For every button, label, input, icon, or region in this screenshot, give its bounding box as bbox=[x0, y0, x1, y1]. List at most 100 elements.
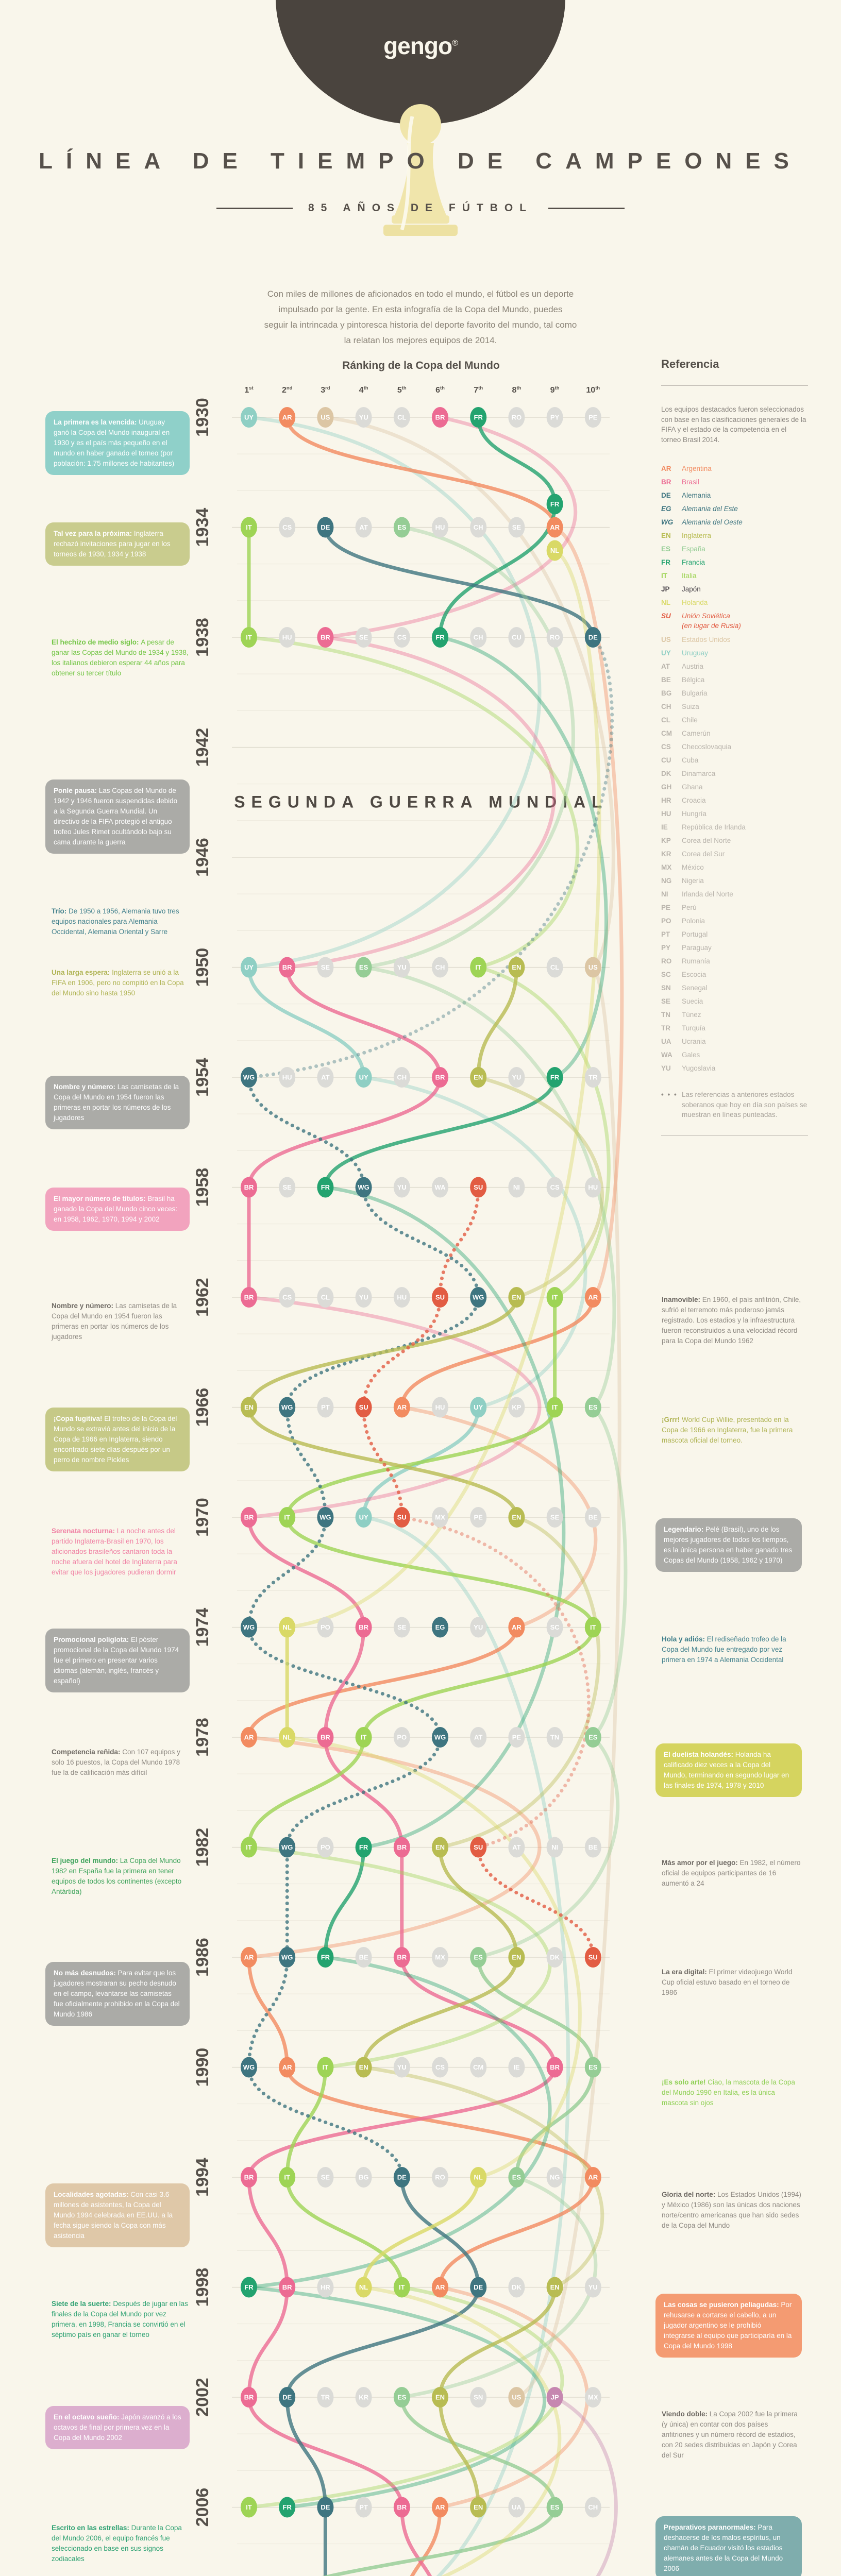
legend-entry-name: Alemania bbox=[682, 492, 711, 499]
legend-entry-code: EG bbox=[661, 505, 671, 513]
legend-entry: SU Unión Soviética (en lugar de Rusia) bbox=[661, 609, 808, 633]
team-node-label-TR: TR bbox=[588, 1074, 598, 1081]
team-node-label-CL: CL bbox=[397, 414, 406, 421]
legend-entry: PY Paraguay bbox=[661, 941, 808, 955]
team-node-SU bbox=[470, 1837, 487, 1858]
callout-left-1938: El hechizo de medio siglo: A pesar de ga… bbox=[45, 637, 190, 679]
legend-entry-name: Francia bbox=[682, 558, 705, 566]
legend-entry-code: PE bbox=[661, 904, 671, 911]
legend-entry: BR Brasil bbox=[661, 476, 808, 489]
team-node-AR bbox=[432, 2497, 448, 2518]
team-node-KR bbox=[355, 2387, 372, 2408]
team-node-label-EN: EN bbox=[512, 1294, 521, 1301]
team-node-PE bbox=[470, 1507, 487, 1528]
legend-entry-name: Portugal bbox=[682, 930, 708, 938]
year-label: 1954 bbox=[193, 1058, 212, 1097]
team-line-argentina bbox=[285, 2065, 595, 2179]
team-node-IT bbox=[241, 1837, 257, 1858]
legend-entry: SE Suecia bbox=[661, 995, 808, 1008]
callout-body: Las Copas del Mundo de 1942 y 1946 fuero… bbox=[54, 786, 178, 846]
team-node-EN bbox=[432, 2387, 448, 2408]
team-node-label-BR: BR bbox=[435, 414, 445, 421]
legend-entry-name: Alemania del Oeste bbox=[682, 518, 743, 526]
callout-body: Después de jugar en las finales de la Co… bbox=[52, 2299, 188, 2338]
team-node-label-SU: SU bbox=[397, 1514, 407, 1521]
callout-title: ¡Es solo arte! bbox=[662, 2078, 708, 2086]
legend-entry: CH Suiza bbox=[661, 700, 808, 714]
legend-entry-code: DK bbox=[661, 770, 671, 777]
team-node-IT bbox=[546, 1287, 563, 1308]
team-node-NL bbox=[355, 2277, 372, 2298]
year-label: 1938 bbox=[193, 618, 212, 657]
callout-title: Tal vez para la próxima: bbox=[54, 529, 134, 537]
team-node-ES bbox=[584, 1727, 601, 1748]
legend-entry-code: IE bbox=[661, 823, 668, 831]
legend-entry: SC Escocia bbox=[661, 968, 808, 981]
team-node-DE bbox=[393, 2167, 410, 2188]
callout-body: De 1950 a 1956, Alemania tuvo tres equip… bbox=[52, 907, 179, 936]
team-node-CH bbox=[470, 517, 487, 538]
team-node-DK bbox=[546, 1947, 563, 1968]
team-node-label-HU: HU bbox=[435, 1403, 445, 1411]
team-node-WG bbox=[355, 1177, 372, 1198]
team-line-england bbox=[247, 1405, 518, 1519]
team-node-label-BR: BR bbox=[244, 2174, 254, 2181]
callout-body: A pesar de ganar las Copas del Mundo de … bbox=[52, 638, 189, 677]
legend-entry-code: KP bbox=[661, 837, 671, 844]
team-node-label-PE: PE bbox=[588, 414, 598, 421]
team-line-germany bbox=[247, 1515, 327, 1629]
team-line-italy bbox=[285, 2065, 327, 2179]
legend-entry: ES España bbox=[661, 543, 808, 556]
year-label: 1990 bbox=[193, 2048, 212, 2087]
legend-entry: WG Alemania del Oeste bbox=[661, 516, 808, 529]
legend-entry-name: Rumanía bbox=[682, 957, 710, 965]
team-node-PO bbox=[393, 1727, 410, 1748]
legend-entry: MX México bbox=[661, 861, 808, 874]
team-node-AR bbox=[432, 2277, 448, 2298]
team-node-label-WG: WG bbox=[358, 1183, 369, 1191]
callout-body: Las camisetas de la Copa del Mundo en 19… bbox=[52, 1302, 177, 1341]
team-node-SE bbox=[317, 957, 334, 978]
team-node-label-WG: WG bbox=[473, 1294, 484, 1301]
callout-body: Inglaterra se unió a la FIFA en 1906, pe… bbox=[52, 968, 184, 997]
legend-entry: EG Alemania del Este bbox=[661, 502, 808, 516]
team-node-label-WG: WG bbox=[434, 1734, 446, 1741]
team-node-label-FR: FR bbox=[474, 414, 483, 421]
team-node-JP bbox=[546, 2387, 563, 2408]
team-line-germany bbox=[285, 1405, 327, 1519]
callout-body: Inglaterra rechazó invitaciones para jug… bbox=[54, 529, 171, 558]
legend-entry-code: EN bbox=[661, 532, 671, 539]
team-node-label-AR: AR bbox=[588, 2174, 598, 2181]
callout-title: Legendario: bbox=[664, 1526, 706, 1533]
team-node-CS bbox=[546, 1177, 563, 1198]
team-node-UA bbox=[508, 2497, 525, 2518]
callout-body: Uruguay ganó la Copa del Mundo inaugural… bbox=[54, 418, 175, 467]
team-node-UY bbox=[241, 957, 257, 978]
team-line-spain bbox=[362, 526, 575, 969]
legend-entry-code: SE bbox=[661, 997, 671, 1005]
legend-entry-name: Uruguay bbox=[682, 649, 709, 657]
team-node-MX bbox=[584, 2387, 601, 2408]
team-node-ES bbox=[393, 2387, 410, 2408]
team-node-label-EN: EN bbox=[512, 1954, 521, 1961]
team-node-label-CS: CS bbox=[550, 1183, 560, 1191]
team-node-label-UA: UA bbox=[512, 2503, 522, 2511]
team-node-label-BR: BR bbox=[359, 1623, 368, 1631]
callout-right-1994: Gloria del norte: Los Estados Unidos (19… bbox=[655, 2190, 802, 2231]
team-line-brazil bbox=[285, 965, 442, 1079]
team-node-SC bbox=[546, 1617, 563, 1638]
subtitle-rule-left bbox=[216, 207, 293, 209]
callout-right-1978: El duelista holandés: Holanda ha calific… bbox=[655, 1743, 802, 1797]
legend-entry-code: TN bbox=[661, 1011, 670, 1019]
callout-left-1998: Siete de la suerte: Después de jugar en … bbox=[45, 2299, 190, 2340]
team-node-label-KR: KR bbox=[359, 2394, 368, 2401]
team-line-uruguay bbox=[362, 1515, 570, 2576]
team-node-label-AR: AR bbox=[588, 1294, 598, 1301]
team-node-label-IT: IT bbox=[246, 634, 252, 641]
team-line-england bbox=[438, 1515, 601, 1849]
legend-entry-code: SU bbox=[661, 612, 671, 620]
legend-entry-name: Ghana bbox=[682, 783, 703, 791]
team-node-SE bbox=[317, 2167, 334, 2188]
team-node-AT bbox=[508, 1837, 525, 1858]
team-node-CS bbox=[279, 517, 296, 538]
